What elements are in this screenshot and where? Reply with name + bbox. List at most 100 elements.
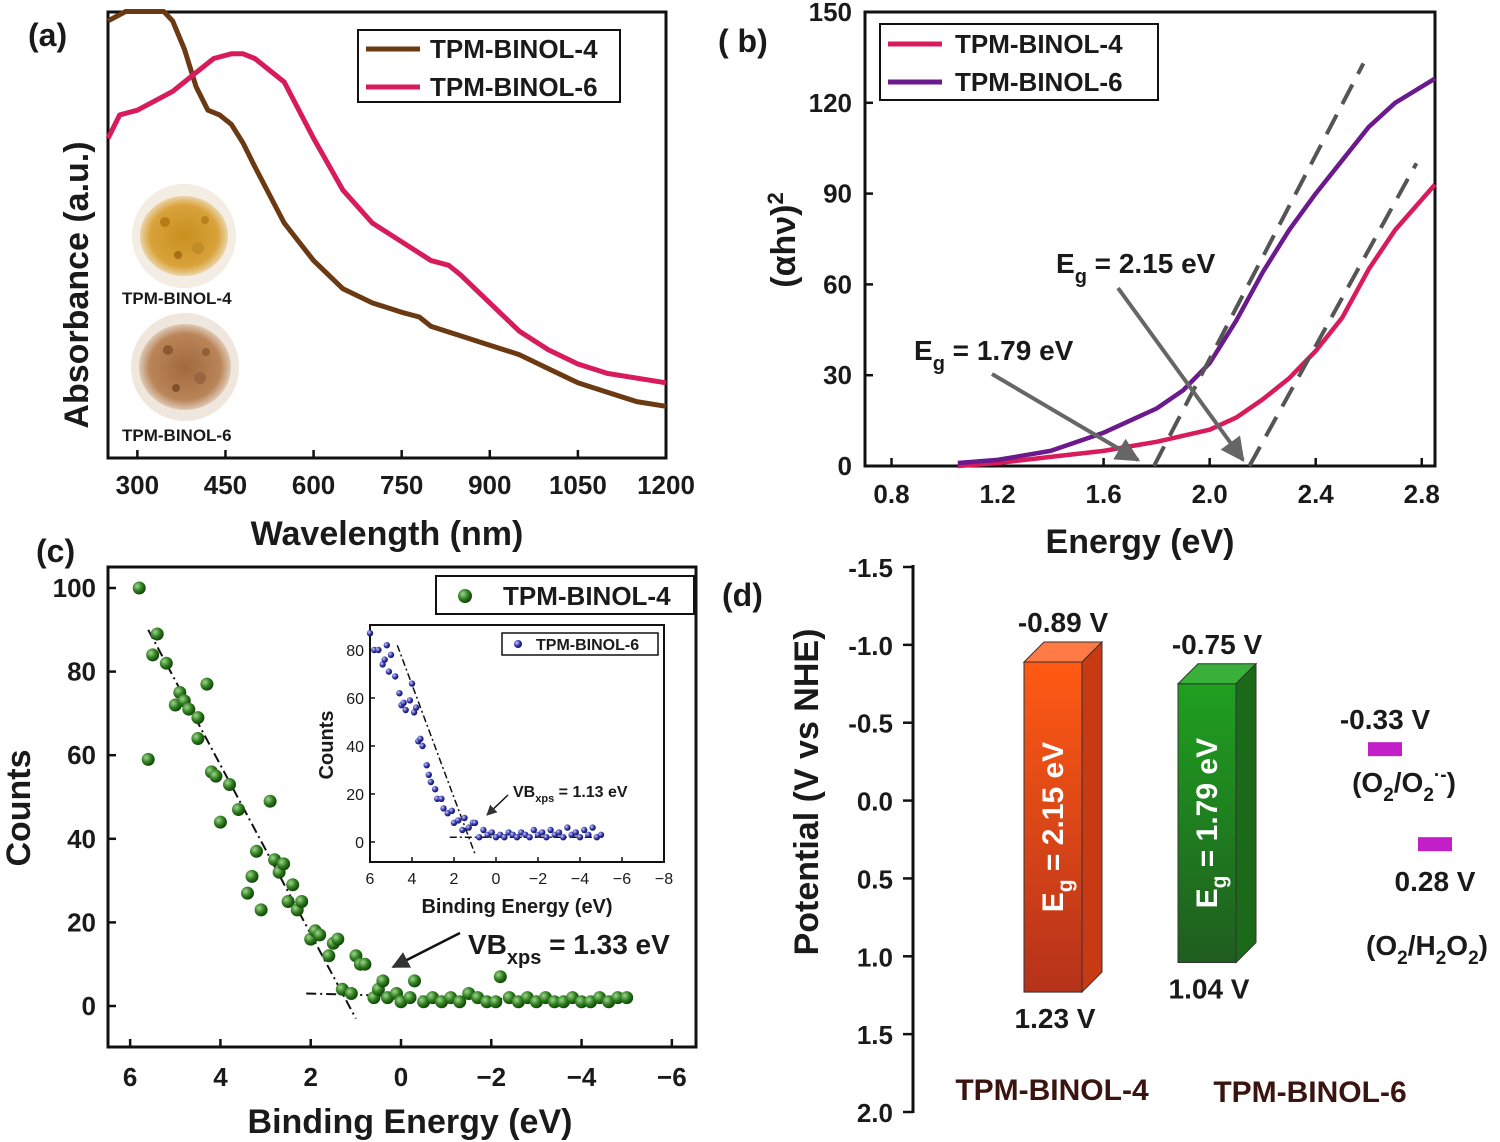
inset-data-point (459, 826, 466, 834)
powder-label-tpm4: TPM-BINOL-4 (122, 289, 232, 308)
panel-a-series-line-tpm4 (106, 9, 667, 409)
panel-c-y-tick-label: 20 (67, 907, 96, 937)
panel-d-label: (d) (722, 577, 763, 613)
panel-b-x-tick-label: 2.8 (1404, 479, 1440, 509)
inset-data-point (387, 651, 395, 658)
inset-data-point (440, 805, 447, 812)
inset-legend-tpm6: TPM-BINOL-6 (536, 637, 639, 654)
inset-data-point (480, 826, 487, 834)
inset-x-tick-label: −4 (571, 871, 589, 888)
inset-points (366, 630, 605, 841)
panel-b-arrow-215 (1116, 286, 1245, 462)
panel-c-data-point (213, 815, 227, 829)
panel-c-y-tick-label: 40 (67, 824, 96, 854)
panel-d-y-tick-label: 0.5 (857, 864, 893, 894)
panel-b: ( b) 0.8 1.2 1.6 2.0 2.4 2.8 0 30 60 90 120 150 Ene… (718, 0, 1440, 561)
panel-d-y-title: Potential (V vs NHE) (788, 629, 826, 956)
panel-b-label: ( b) (718, 23, 768, 59)
panel-c-legend-marker (458, 589, 472, 603)
panel-a-x-tick-label: 450 (204, 470, 247, 500)
panel-b-eg-179-label: Eg = 1.79 eV (914, 335, 1074, 375)
panel-a-x-tick-label: 750 (380, 470, 423, 500)
panel-c-data-point (403, 991, 417, 1005)
panel-c-y-tick-label: 0 (82, 991, 96, 1021)
panel-c-data-point (376, 974, 390, 988)
panel-b-y-tick-label: 120 (809, 88, 852, 118)
inset-data-point (381, 656, 388, 663)
inset-data-point (425, 771, 432, 778)
inset-y-tick-label: 40 (346, 739, 364, 756)
panel-c-y-tick-label: 100 (53, 573, 96, 603)
redox-couple-o2-superoxide: (O2/O2·-) (1352, 765, 1456, 806)
inset-data-point (455, 817, 462, 824)
panel-c-data-point (182, 702, 196, 716)
panel-d-y-tick-label: 0.0 (857, 787, 893, 817)
panel-c-x-tick-label: 4 (213, 1062, 228, 1092)
inset-data-point (406, 697, 414, 704)
panel-b-tangent-line (1247, 162, 1419, 467)
panel-a-legend (357, 29, 621, 103)
inset-data-point (539, 829, 546, 836)
panel-c-data-point (223, 778, 236, 791)
inset-data-point (448, 807, 456, 814)
panel-d-y-tick-label: 2.0 (857, 1098, 893, 1128)
panel-c-data-point (209, 769, 223, 783)
panel-a-x-tick-label: 1050 (549, 470, 607, 500)
panel-d-y-tick-label: -0.5 (848, 709, 893, 739)
panel-c-data-point (493, 970, 507, 984)
inset-y-tick-label: 60 (346, 691, 364, 708)
inset-data-point (530, 826, 537, 834)
panel-a-x-tick-label: 600 (292, 470, 335, 500)
powder-label-tpm6: TPM-BINOL-6 (122, 426, 232, 445)
inset-x-title: Binding Energy (eV) (421, 896, 612, 918)
inset-data-point (419, 742, 426, 750)
panel-a-x-ticks: 300 450 600 750 900 1050 1200 (116, 450, 695, 500)
panel-b-x-tick-label: 0.8 (873, 479, 909, 509)
panel-d-category-tpm4: TPM-BINOL-4 (955, 1074, 1149, 1107)
inset-data-point (417, 735, 424, 742)
panel-b-legend (879, 23, 1159, 101)
panel-b-x-tick-label: 1.2 (979, 479, 1015, 509)
inset-data-point (423, 762, 430, 769)
inset-data-point (513, 834, 521, 841)
panel-c-data-point (480, 995, 494, 1009)
panel-d-ticks: -1.5 -1.0 -0.5 0.0 0.5 1.0 1.5 2.0 (848, 553, 913, 1128)
panel-d-y-tick-label: 1.5 (857, 1020, 893, 1050)
panel-b-arrow-179 (990, 372, 1141, 462)
panel-b-y-tick-label: 0 (838, 451, 852, 481)
panel-c-fit-line (147, 629, 357, 1020)
panel-d-bars: -0.89 V1.23 VEg = 2.15 eV-0.75 V1.04 VEg… (1015, 607, 1263, 1034)
panel-c-data-point (277, 857, 291, 871)
panel-b-ticks: 0.8 1.2 1.6 2.0 2.4 2.8 0 30 60 90 120 150 (809, 0, 1440, 509)
inset-data-point (427, 778, 435, 786)
inset-data-point (547, 826, 554, 834)
panel-c-data-point (575, 995, 589, 1009)
redox-potential-label: -0.33 V (1340, 704, 1431, 735)
panel-c-x-tick-label: 6 (123, 1062, 137, 1092)
redox-level-marker (1368, 742, 1402, 757)
panel-c-data-point (254, 903, 268, 917)
panel-a-legend-tpm4: TPM-BINOL-4 (430, 34, 598, 64)
panel-b-x-title: Energy (eV) (1046, 523, 1235, 561)
inset-data-point (572, 829, 579, 836)
inset-data-point (501, 834, 508, 841)
panel-c-x-tick-label: 2 (303, 1062, 317, 1092)
panel-c-data-point (313, 928, 327, 942)
inset-x-tick-label: −2 (529, 871, 547, 888)
inset-y-tick-label: 80 (346, 643, 364, 660)
vb-potential-label-tpm4: 1.23 V (1015, 1003, 1096, 1034)
panel-c-x-tick-label: −6 (657, 1062, 687, 1092)
panel-c-data-point (489, 995, 503, 1009)
inset-data-point (366, 630, 374, 637)
panel-a: (a) 300 450 600 750 900 1050 1200 Wavelength (… (28, 9, 695, 553)
inset-x-tick-label: 2 (450, 871, 459, 888)
panel-b-eg-215-label: Eg = 2.15 eV (1056, 248, 1216, 288)
cb-potential-label-tpm4: -0.89 V (1018, 607, 1109, 638)
panel-b-y-title: (αhν)2 (763, 192, 803, 287)
panel-c-data-point (250, 844, 263, 858)
powder-photo-tpm4 (132, 184, 236, 288)
panel-c-data-point (141, 752, 155, 766)
redox-level-marker (1418, 837, 1452, 852)
